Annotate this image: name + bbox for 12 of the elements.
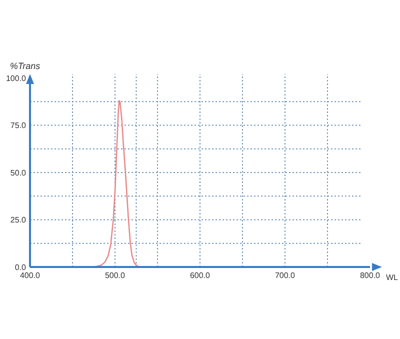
x-axis-title: WL xyxy=(386,273,399,282)
x-tick-label: 500.0 xyxy=(104,271,126,280)
y-axis-title: %Trans xyxy=(10,61,41,71)
y-tick-label: 100.0 xyxy=(6,74,27,83)
x-tick-label: 800.0 xyxy=(360,271,381,280)
y-tick-label: 25.0 xyxy=(10,216,27,225)
y-tick-label: 75.0 xyxy=(10,121,27,130)
x-tick-label: 600.0 xyxy=(190,271,211,280)
y-tick-label: 50.0 xyxy=(10,168,27,178)
x-tick-label: 400.0 xyxy=(20,271,41,280)
y-tick-label: 0.0 xyxy=(14,262,27,272)
x-tick-label: 700.0 xyxy=(274,271,296,280)
